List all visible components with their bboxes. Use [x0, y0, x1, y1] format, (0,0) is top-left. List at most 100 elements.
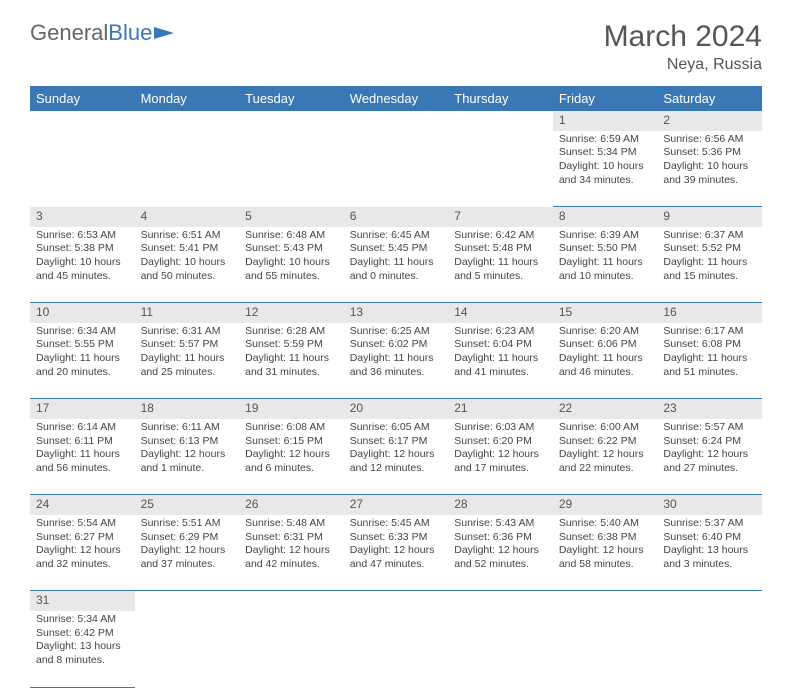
- day-line: and 56 minutes.: [36, 462, 129, 476]
- day-line: Daylight: 12 hours: [245, 544, 338, 558]
- day-number-cell: 3: [30, 207, 135, 227]
- day-number-cell: 28: [448, 495, 553, 515]
- day-line: Sunrise: 6:00 AM: [559, 421, 652, 435]
- day-line: and 46 minutes.: [559, 366, 652, 380]
- day-line: and 42 minutes.: [245, 558, 338, 572]
- day-line: Sunset: 6:33 PM: [350, 531, 443, 545]
- day-line: Sunrise: 5:54 AM: [36, 517, 129, 531]
- day-number: 14: [448, 303, 553, 323]
- day-details: Sunrise: 5:45 AMSunset: 6:33 PMDaylight:…: [344, 515, 449, 576]
- day-number-cell: 13: [344, 303, 449, 323]
- day-number: 7: [448, 207, 553, 227]
- title-block: March 2024 Neya, Russia: [604, 20, 762, 74]
- day-number-row: 12: [30, 111, 762, 131]
- day-line: Sunrise: 5:48 AM: [245, 517, 338, 531]
- day-line: Sunset: 6:13 PM: [141, 435, 234, 449]
- day-number-cell: 8: [553, 207, 658, 227]
- day-number: 3: [30, 207, 135, 227]
- day-line: Sunrise: 5:51 AM: [141, 517, 234, 531]
- day-line: Sunset: 6:17 PM: [350, 435, 443, 449]
- day-line: Sunrise: 6:20 AM: [559, 325, 652, 339]
- day-number: 16: [657, 303, 762, 323]
- day-number-cell: 16: [657, 303, 762, 323]
- day-number-cell: 1: [553, 111, 658, 131]
- day-number-cell: [448, 111, 553, 131]
- day-line: Sunrise: 5:40 AM: [559, 517, 652, 531]
- day-content-row: Sunrise: 5:34 AMSunset: 6:42 PMDaylight:…: [30, 611, 762, 687]
- day-line: Daylight: 11 hours: [454, 256, 547, 270]
- day-content-cell: Sunrise: 5:34 AMSunset: 6:42 PMDaylight:…: [30, 611, 135, 687]
- day-content-cell: Sunrise: 6:45 AMSunset: 5:45 PMDaylight:…: [344, 227, 449, 303]
- day-number-cell: [239, 111, 344, 131]
- day-number-cell: [30, 111, 135, 131]
- day-number-cell: 29: [553, 495, 658, 515]
- day-line: and 6 minutes.: [245, 462, 338, 476]
- day-line: and 15 minutes.: [663, 270, 756, 284]
- day-content-cell: Sunrise: 5:57 AMSunset: 6:24 PMDaylight:…: [657, 419, 762, 495]
- day-details: Sunrise: 6:08 AMSunset: 6:15 PMDaylight:…: [239, 419, 344, 480]
- day-details: Sunrise: 6:37 AMSunset: 5:52 PMDaylight:…: [657, 227, 762, 288]
- day-line: Daylight: 11 hours: [350, 352, 443, 366]
- day-details: Sunrise: 6:23 AMSunset: 6:04 PMDaylight:…: [448, 323, 553, 384]
- day-line: Sunset: 6:08 PM: [663, 338, 756, 352]
- day-details: Sunrise: 5:40 AMSunset: 6:38 PMDaylight:…: [553, 515, 658, 576]
- day-number-cell: 7: [448, 207, 553, 227]
- day-content-cell: Sunrise: 6:28 AMSunset: 5:59 PMDaylight:…: [239, 323, 344, 399]
- day-line: Sunrise: 6:37 AM: [663, 229, 756, 243]
- day-line: Sunset: 6:27 PM: [36, 531, 129, 545]
- day-line: Sunset: 5:36 PM: [663, 146, 756, 160]
- day-line: and 20 minutes.: [36, 366, 129, 380]
- day-line: Sunrise: 6:48 AM: [245, 229, 338, 243]
- day-number-cell: [448, 591, 553, 611]
- day-header: Friday: [553, 86, 658, 111]
- logo-text-blue: Blue: [108, 20, 152, 46]
- month-title: March 2024: [604, 20, 762, 54]
- day-line: and 12 minutes.: [350, 462, 443, 476]
- day-content-cell: Sunrise: 6:39 AMSunset: 5:50 PMDaylight:…: [553, 227, 658, 303]
- day-line: Sunset: 6:24 PM: [663, 435, 756, 449]
- day-content-cell: [344, 131, 449, 207]
- day-line: Daylight: 10 hours: [663, 160, 756, 174]
- day-number-cell: [135, 111, 240, 131]
- day-number-cell: 4: [135, 207, 240, 227]
- day-content-cell: [344, 611, 449, 687]
- day-line: Sunset: 5:34 PM: [559, 146, 652, 160]
- day-line: Daylight: 12 hours: [141, 544, 234, 558]
- day-line: Sunset: 5:45 PM: [350, 242, 443, 256]
- day-line: Daylight: 12 hours: [36, 544, 129, 558]
- day-line: Daylight: 11 hours: [559, 352, 652, 366]
- day-content-cell: Sunrise: 6:53 AMSunset: 5:38 PMDaylight:…: [30, 227, 135, 303]
- day-number-cell: 12: [239, 303, 344, 323]
- day-content-cell: [448, 131, 553, 207]
- day-content-cell: [239, 611, 344, 687]
- day-number: 2: [657, 111, 762, 131]
- day-number: 30: [657, 495, 762, 515]
- day-number-cell: 14: [448, 303, 553, 323]
- day-details: Sunrise: 6:53 AMSunset: 5:38 PMDaylight:…: [30, 227, 135, 288]
- logo-flag-icon: [154, 25, 176, 41]
- day-line: and 3 minutes.: [663, 558, 756, 572]
- calendar-table: SundayMondayTuesdayWednesdayThursdayFrid…: [30, 86, 762, 688]
- day-content-cell: Sunrise: 6:14 AMSunset: 6:11 PMDaylight:…: [30, 419, 135, 495]
- day-line: Sunrise: 6:53 AM: [36, 229, 129, 243]
- day-line: Sunrise: 6:45 AM: [350, 229, 443, 243]
- day-content-cell: Sunrise: 6:08 AMSunset: 6:15 PMDaylight:…: [239, 419, 344, 495]
- day-number-cell: [553, 591, 658, 611]
- day-content-cell: Sunrise: 6:48 AMSunset: 5:43 PMDaylight:…: [239, 227, 344, 303]
- day-line: Sunset: 6:20 PM: [454, 435, 547, 449]
- day-content-cell: Sunrise: 6:00 AMSunset: 6:22 PMDaylight:…: [553, 419, 658, 495]
- day-line: Daylight: 12 hours: [663, 448, 756, 462]
- day-number: 10: [30, 303, 135, 323]
- day-number: 20: [344, 399, 449, 419]
- day-line: and 5 minutes.: [454, 270, 547, 284]
- day-line: Sunrise: 5:37 AM: [663, 517, 756, 531]
- day-details: Sunrise: 6:31 AMSunset: 5:57 PMDaylight:…: [135, 323, 240, 384]
- day-line: Sunset: 6:36 PM: [454, 531, 547, 545]
- day-content-cell: [553, 611, 658, 687]
- day-details: Sunrise: 6:17 AMSunset: 6:08 PMDaylight:…: [657, 323, 762, 384]
- day-header-row: SundayMondayTuesdayWednesdayThursdayFrid…: [30, 86, 762, 111]
- day-number-cell: 19: [239, 399, 344, 419]
- day-content-cell: Sunrise: 6:51 AMSunset: 5:41 PMDaylight:…: [135, 227, 240, 303]
- day-line: Sunset: 5:43 PM: [245, 242, 338, 256]
- day-content-cell: Sunrise: 6:23 AMSunset: 6:04 PMDaylight:…: [448, 323, 553, 399]
